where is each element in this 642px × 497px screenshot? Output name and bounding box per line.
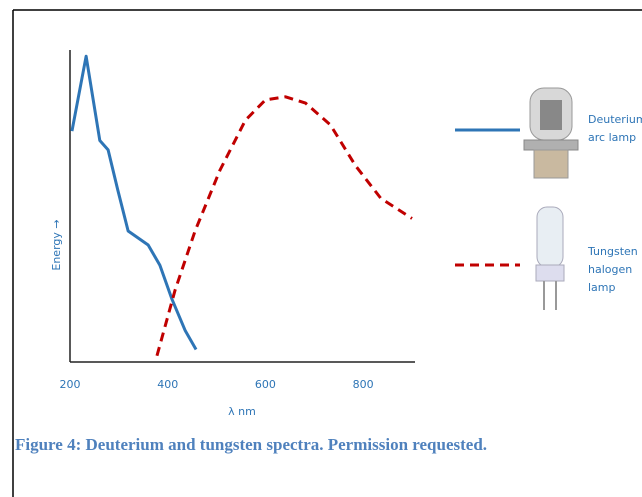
legend-entry: Deuterium arc lamp xyxy=(588,113,642,144)
x-tick-label: 400 xyxy=(157,378,178,391)
x-tick-label: 600 xyxy=(255,378,276,391)
deuterium-lamp-icon xyxy=(523,87,579,179)
legend-entry: Tungsten halogen lamp xyxy=(588,245,638,294)
y-axis-label: Energy → xyxy=(50,219,63,270)
tungsten-lamp-icon xyxy=(535,206,565,310)
series-line xyxy=(155,95,413,357)
series-line xyxy=(70,54,198,351)
x-tick-label: 800 xyxy=(353,378,374,391)
figure-caption: Figure 4: Deuterium and tungsten spectra… xyxy=(15,435,488,454)
x-tick-label: 200 xyxy=(60,378,81,391)
x-axis-label: λ nm xyxy=(228,405,256,418)
